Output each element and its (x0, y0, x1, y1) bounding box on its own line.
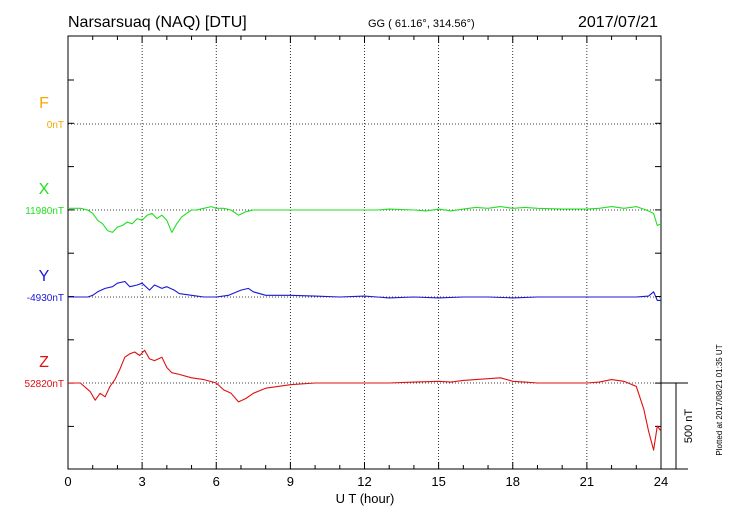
component-baseline: 0nT (47, 120, 64, 131)
component-baseline: -4930nT (27, 293, 64, 304)
x-tick-label: 0 (64, 474, 71, 489)
x-tick-label: 12 (357, 474, 371, 489)
component-name: X (39, 181, 50, 198)
component-name: Z (39, 354, 49, 371)
plotted-at-note: Plotted at 2017/08/21 01:35 UT (715, 344, 724, 455)
geo-coords: GG ( 61.16°, 314.56°) (368, 18, 475, 30)
x-tick-label: 6 (213, 474, 220, 489)
series-x-line (68, 206, 662, 233)
scale-bar-label: 500 nT (683, 409, 695, 444)
component-name: Y (39, 268, 50, 285)
x-tick-labels: 0 3 6 9 12 15 18 21 24 (64, 474, 668, 489)
component-labels: F 0nT X 11980nT Y -4930nT Z 52820nT (25, 95, 64, 390)
series-group (68, 206, 662, 451)
x-tick-label: 21 (580, 474, 594, 489)
date-label: 2017/07/21 (578, 14, 658, 31)
series-y-line (68, 280, 661, 301)
component-name: F (39, 95, 49, 112)
component-baseline: 52820nT (25, 379, 64, 390)
x-tick-label: 18 (506, 474, 520, 489)
series-z-line (68, 349, 662, 451)
grid-lines (68, 36, 661, 469)
x-tick-label: 24 (654, 474, 668, 489)
x-axis-label: U T (hour) (336, 491, 395, 506)
axis-ticks (67, 36, 662, 469)
x-tick-label: 3 (139, 474, 146, 489)
station-title: Narsarsuaq (NAQ) [DTU] (68, 14, 247, 31)
component-baseline: 11980nT (25, 206, 64, 217)
x-tick-label: 9 (287, 474, 294, 489)
x-tick-label: 15 (431, 474, 445, 489)
scale-bar: 500 nT (661, 382, 695, 470)
